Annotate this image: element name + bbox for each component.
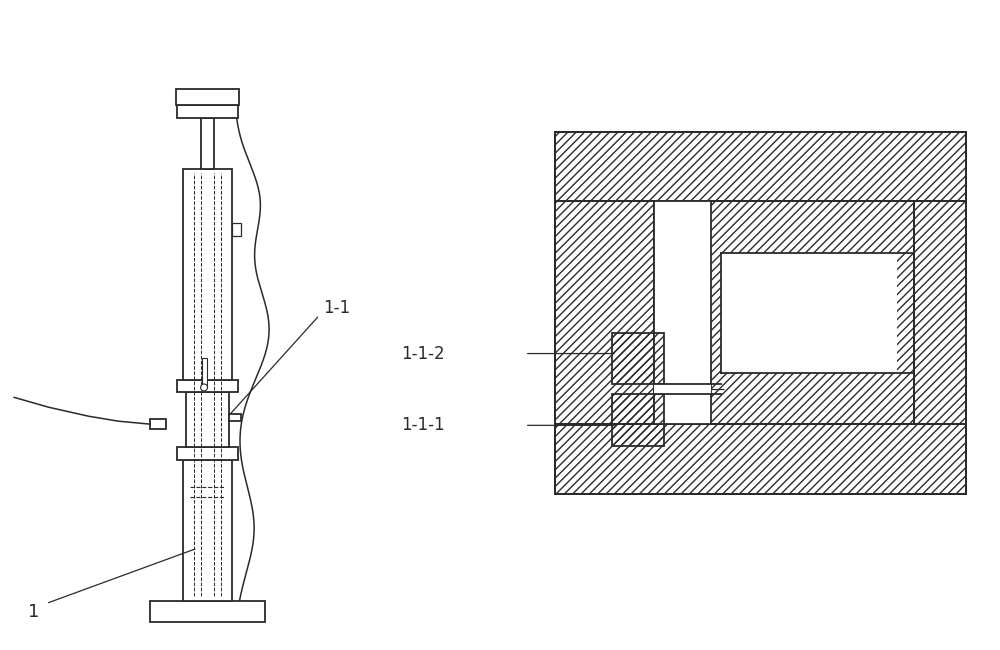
Text: 1-1-1: 1-1-1 <box>401 417 444 434</box>
Bar <box>654 201 914 424</box>
Bar <box>914 201 966 424</box>
Bar <box>555 132 966 201</box>
Bar <box>555 424 966 493</box>
Text: 1: 1 <box>28 603 40 621</box>
Bar <box>612 395 664 446</box>
Bar <box>183 170 232 380</box>
Bar <box>229 414 241 421</box>
Bar <box>232 223 241 236</box>
Bar <box>711 201 914 424</box>
Bar <box>202 358 207 387</box>
Bar <box>555 132 966 493</box>
Bar <box>186 393 229 447</box>
Bar <box>183 460 232 601</box>
Bar <box>150 601 265 623</box>
Bar <box>177 447 238 460</box>
Bar <box>721 253 897 372</box>
Bar <box>201 118 214 170</box>
Bar <box>177 380 238 393</box>
Circle shape <box>201 384 208 391</box>
Text: 1-1: 1-1 <box>324 299 351 317</box>
Bar <box>555 132 966 493</box>
Bar <box>555 132 966 493</box>
Bar <box>612 333 664 385</box>
Bar <box>654 385 711 395</box>
Text: 1-1-2: 1-1-2 <box>401 344 444 363</box>
Bar <box>177 105 238 118</box>
Bar <box>150 419 166 429</box>
Bar <box>176 89 239 105</box>
Bar <box>555 201 654 424</box>
